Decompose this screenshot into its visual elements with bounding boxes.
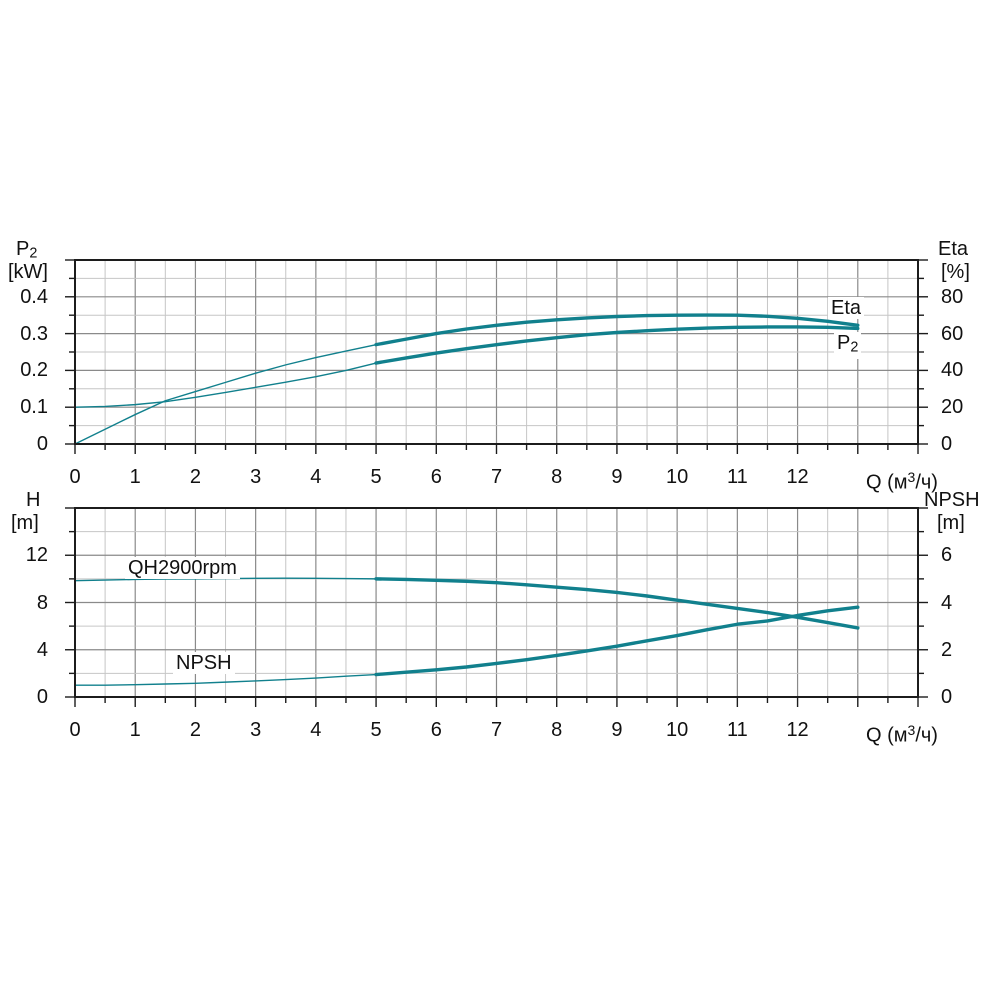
tick-label: 0 bbox=[69, 466, 81, 488]
tick-label: 6 bbox=[430, 466, 442, 488]
tick-label: 4 bbox=[941, 591, 953, 614]
tick-label: 12 bbox=[786, 719, 809, 741]
top-right-axis-units: [%] bbox=[941, 261, 970, 283]
tick-label: 0 bbox=[36, 686, 48, 708]
top-left-axis-title: P2 bbox=[16, 238, 38, 262]
tick-label: 0.4 bbox=[20, 285, 48, 308]
p2-curve-label: P2 bbox=[834, 332, 862, 359]
tick-label: 2 bbox=[189, 466, 201, 488]
bottom-left-axis-units: [m] bbox=[11, 512, 39, 534]
tick-label: 0 bbox=[941, 433, 953, 455]
tick-label: 2 bbox=[941, 638, 953, 661]
tick-label: 4 bbox=[36, 638, 48, 661]
tick-label: 0 bbox=[941, 686, 953, 708]
tick-label: 11 bbox=[726, 466, 748, 488]
tick-label: 6 bbox=[430, 719, 442, 741]
tick-label: 4 bbox=[310, 719, 322, 741]
tick-label: 1 bbox=[129, 466, 141, 488]
bottom-x-axis-title: Q (м3/ч) bbox=[866, 722, 938, 747]
tick-label: 9 bbox=[611, 466, 623, 488]
tick-label: 12 bbox=[25, 544, 48, 567]
tick-label: 9 bbox=[611, 719, 623, 741]
bottom-right-axis-title: NPSH bbox=[924, 489, 980, 511]
tick-label: 3 bbox=[250, 466, 262, 488]
tick-label: 3 bbox=[250, 719, 262, 741]
tick-label: 10 bbox=[666, 719, 689, 741]
tick-label: 0.1 bbox=[20, 396, 48, 419]
tick-label: 7 bbox=[490, 466, 503, 488]
tick-label: 8 bbox=[551, 466, 563, 488]
tick-label: 6 bbox=[941, 544, 953, 567]
eta-curve-label: Eta bbox=[828, 297, 865, 319]
top-left-axis-units: [kW] bbox=[8, 261, 48, 283]
tick-label: 80 bbox=[941, 285, 964, 308]
tick-label: 0 bbox=[69, 719, 81, 741]
tick-label: 8 bbox=[551, 719, 563, 741]
tick-label: 60 bbox=[941, 322, 964, 345]
qh-curve-label: QH2900rpm bbox=[125, 557, 240, 579]
npsh-curve-label: NPSH bbox=[173, 652, 235, 674]
tick-label: 7 bbox=[490, 719, 503, 741]
tick-label: 0.3 bbox=[20, 322, 48, 345]
tick-label: 1 bbox=[129, 719, 141, 741]
tick-label: 8 bbox=[36, 591, 48, 614]
bottom-left-axis-title: H bbox=[26, 489, 41, 511]
top-right-axis-title: Eta bbox=[938, 238, 969, 260]
top-x-axis-title: Q (м3/ч) bbox=[866, 469, 938, 494]
tick-label: 20 bbox=[941, 396, 964, 419]
tick-label: 4 bbox=[310, 466, 322, 488]
tick-label: 40 bbox=[941, 359, 964, 382]
bottom-right-axis-units: [m] bbox=[937, 512, 965, 534]
tick-label: 5 bbox=[370, 719, 382, 741]
tick-label: 10 bbox=[666, 466, 689, 488]
tick-label: 11 bbox=[726, 719, 748, 741]
tick-label: 5 bbox=[370, 466, 382, 488]
tick-label: 12 bbox=[786, 466, 809, 488]
tick-label: 2 bbox=[189, 719, 201, 741]
tick-label: 0.2 bbox=[20, 359, 48, 382]
tick-label: 0 bbox=[36, 433, 48, 455]
